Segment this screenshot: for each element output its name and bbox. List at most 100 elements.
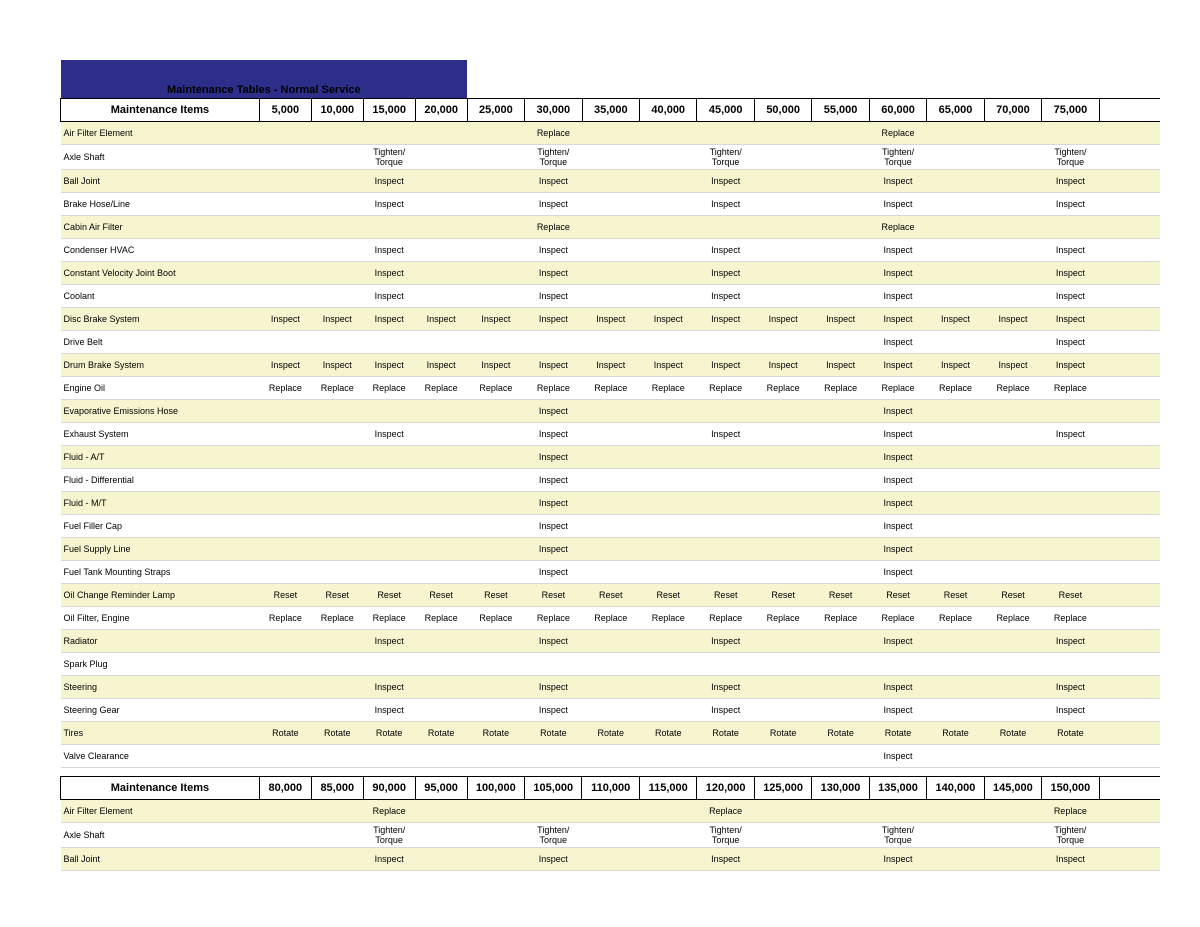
data-cell: [415, 285, 467, 308]
data-cell: [984, 515, 1041, 538]
data-cell: [1042, 745, 1099, 768]
data-cell: [259, 285, 311, 308]
data-cell: [640, 446, 697, 469]
data-cell: Inspect: [1042, 630, 1099, 653]
data-cell: [984, 331, 1041, 354]
data-cell: [927, 823, 984, 848]
blank-cell: [1099, 170, 1160, 193]
data-cell: [984, 800, 1041, 823]
data-cell: [927, 122, 984, 145]
data-cell: Inspect: [869, 446, 926, 469]
data-cell: [311, 469, 363, 492]
data-cell: [582, 122, 639, 145]
data-cell: [259, 745, 311, 768]
column-header: 10,000: [311, 99, 363, 122]
row-label: Fuel Filler Cap: [61, 515, 260, 538]
data-cell: [927, 492, 984, 515]
data-cell: Inspect: [363, 848, 415, 871]
data-cell: [640, 423, 697, 446]
data-cell: Replace: [311, 377, 363, 400]
data-cell: [927, 239, 984, 262]
data-cell: [927, 561, 984, 584]
column-header: 45,000: [697, 99, 754, 122]
data-cell: [697, 122, 754, 145]
blank-cell: [1099, 800, 1160, 823]
data-cell: [640, 469, 697, 492]
data-cell: [697, 515, 754, 538]
data-cell: [640, 630, 697, 653]
blank-cell: [1099, 239, 1160, 262]
data-cell: [259, 630, 311, 653]
data-cell: Inspect: [869, 469, 926, 492]
data-cell: [415, 193, 467, 216]
data-cell: Inspect: [869, 308, 926, 331]
data-cell: Reset: [927, 584, 984, 607]
column-header: 105,000: [525, 777, 582, 800]
data-cell: [467, 170, 524, 193]
data-cell: [467, 122, 524, 145]
row-label: Axle Shaft: [61, 145, 260, 170]
data-cell: [812, 561, 869, 584]
data-cell: [582, 676, 639, 699]
column-header: 145,000: [984, 777, 1041, 800]
data-cell: [415, 745, 467, 768]
data-cell: [812, 216, 869, 239]
data-cell: [697, 653, 754, 676]
data-cell: [467, 653, 524, 676]
data-cell: [311, 262, 363, 285]
data-cell: Inspect: [697, 699, 754, 722]
data-cell: [640, 122, 697, 145]
data-cell: [1042, 561, 1099, 584]
data-cell: Replace: [259, 607, 311, 630]
data-cell: [640, 216, 697, 239]
data-cell: [311, 423, 363, 446]
data-cell: [467, 216, 524, 239]
data-cell: Replace: [869, 216, 926, 239]
data-cell: Inspect: [869, 538, 926, 561]
data-cell: [984, 823, 1041, 848]
data-cell: Inspect: [525, 515, 582, 538]
data-cell: [582, 239, 639, 262]
column-header: 130,000: [812, 777, 869, 800]
data-cell: Replace: [812, 377, 869, 400]
data-cell: Inspect: [363, 285, 415, 308]
data-cell: Inspect: [984, 354, 1041, 377]
data-cell: Inspect: [640, 354, 697, 377]
column-header: 55,000: [812, 99, 869, 122]
data-cell: Reset: [311, 584, 363, 607]
data-cell: [640, 561, 697, 584]
data-cell: [927, 423, 984, 446]
data-cell: Inspect: [869, 262, 926, 285]
data-cell: [582, 216, 639, 239]
data-cell: [754, 446, 811, 469]
data-cell: [259, 561, 311, 584]
column-header: 125,000: [754, 777, 811, 800]
data-cell: Replace: [869, 607, 926, 630]
data-cell: [812, 145, 869, 170]
data-cell: [415, 446, 467, 469]
row-label: Fluid - Differential: [61, 469, 260, 492]
data-cell: Inspect: [1042, 308, 1099, 331]
blank-cell: [1099, 331, 1160, 354]
data-cell: Inspect: [869, 193, 926, 216]
data-cell: [467, 331, 524, 354]
data-cell: [525, 745, 582, 768]
data-cell: Inspect: [869, 848, 926, 871]
data-cell: [927, 145, 984, 170]
data-cell: [582, 515, 639, 538]
data-cell: [259, 145, 311, 170]
column-header: 90,000: [363, 777, 415, 800]
data-cell: [467, 193, 524, 216]
data-cell: Tighten/ Torque: [869, 145, 926, 170]
column-header: 115,000: [639, 777, 696, 800]
data-cell: [754, 285, 811, 308]
data-cell: Inspect: [697, 676, 754, 699]
data-cell: Inspect: [363, 239, 415, 262]
data-cell: [311, 653, 363, 676]
data-cell: [812, 285, 869, 308]
data-cell: [697, 216, 754, 239]
row-label: Fluid - M/T: [61, 492, 260, 515]
data-cell: Inspect: [1042, 699, 1099, 722]
data-cell: Inspect: [869, 630, 926, 653]
data-cell: Replace: [1042, 607, 1099, 630]
